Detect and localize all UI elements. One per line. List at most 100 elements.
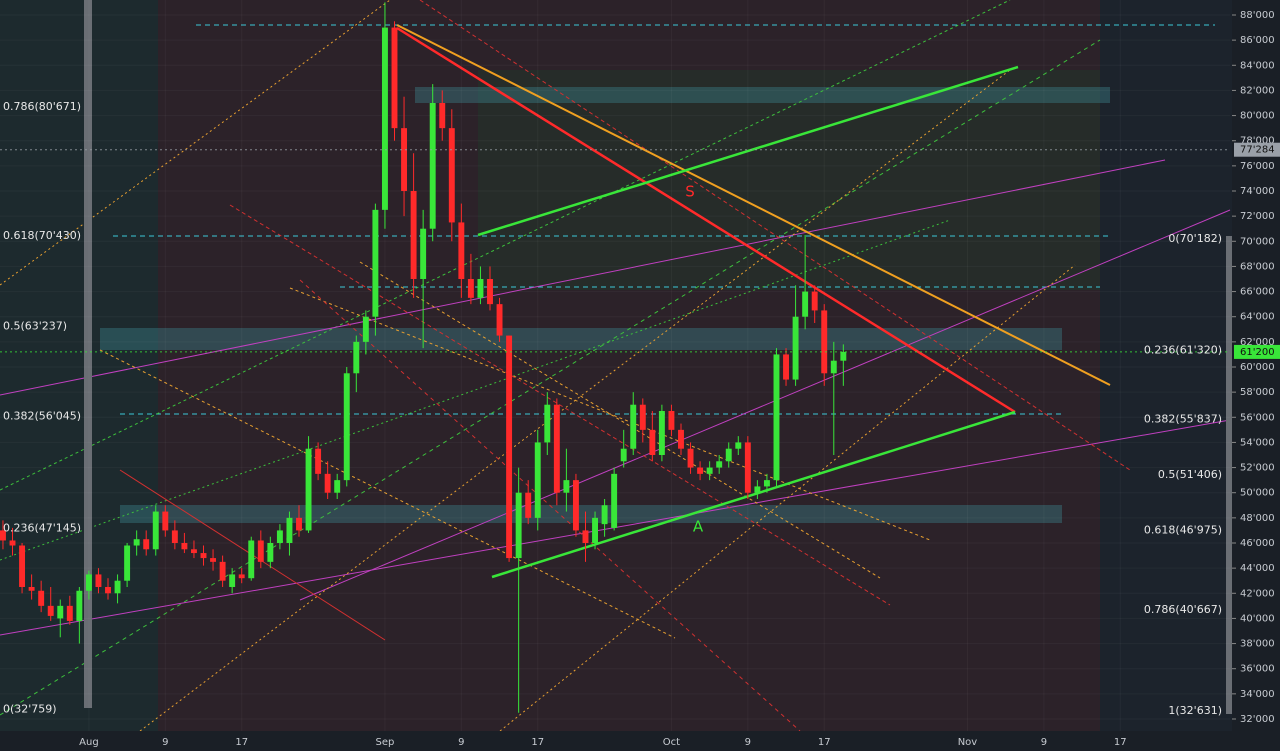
fib-bar (1226, 236, 1232, 714)
candle-body (811, 291, 818, 311)
candle-body (611, 473, 618, 528)
x-tick-label: Aug (79, 737, 99, 748)
labels: S A 32'000 34'000 36'000 38'000 40'000 42'000… (3, 10, 1280, 748)
x-tick-label: 17 (531, 737, 544, 748)
trend-line (396, 24, 1111, 386)
x-axis-area (0, 731, 1232, 751)
y-tick-label: 82'000 (1240, 85, 1275, 96)
candle-body (105, 586, 111, 594)
x-tick-label: 9 (745, 737, 751, 748)
candle-body (582, 530, 589, 543)
y-tick-label: 60'000 (1240, 362, 1275, 373)
y-tick-label: 50'000 (1240, 488, 1275, 499)
y-tick-label: 34'000 (1240, 689, 1275, 700)
candle-body (649, 429, 656, 455)
candle-body (381, 27, 388, 210)
candle-body (496, 304, 503, 336)
candle-body (668, 410, 675, 430)
grid (164, 0, 1045, 731)
candle-body (19, 545, 26, 587)
x-tick-label: 9 (458, 737, 464, 748)
candle-body (639, 404, 646, 430)
fib-label: 1(32'631) (1168, 704, 1222, 717)
x-tick-label: 17 (235, 737, 248, 748)
candle-body (334, 480, 341, 493)
candle-body (525, 492, 532, 518)
fib-label: 0.236(47'145) (3, 522, 81, 535)
candle-body (257, 540, 264, 562)
candle-body (353, 341, 360, 374)
candle-body (506, 335, 513, 559)
candle-body (439, 102, 446, 129)
y-axis-area (1232, 0, 1280, 751)
candle-body (487, 278, 493, 305)
candle-body (821, 310, 828, 374)
candle-body (754, 486, 761, 493)
y-tick-label: 80'000 (1240, 111, 1275, 122)
candle-body (190, 549, 197, 554)
zone (158, 0, 1100, 731)
candle-body (783, 354, 789, 380)
candle-body (229, 574, 236, 587)
candle-body (802, 291, 809, 317)
candle-body (830, 360, 837, 374)
candle-body (592, 517, 599, 543)
candle-body (47, 605, 54, 616)
trend-line (396, 26, 1016, 414)
candle-body (678, 429, 684, 449)
zone (415, 87, 1110, 103)
candle-body (286, 517, 293, 543)
annotation: A (693, 518, 704, 536)
levels (113, 24, 1215, 415)
candle-body (200, 553, 207, 559)
candle-body (687, 448, 694, 468)
candle-body (792, 316, 799, 380)
candle-body (143, 539, 150, 550)
candle-body (315, 448, 322, 474)
channel-line (0, 0, 391, 286)
candle-body (601, 505, 608, 525)
candle-body (248, 540, 255, 579)
candle-body (276, 530, 283, 543)
channel-line (499, 264, 1076, 732)
x-tick-label: 17 (818, 737, 831, 748)
candle-body (95, 574, 102, 587)
candle-body (305, 448, 312, 531)
candle-body (515, 492, 522, 559)
candle-body (467, 278, 474, 298)
plot (0, 2, 1230, 713)
channel-line (299, 279, 801, 732)
candle-body (735, 442, 742, 449)
fib-label: 0.236(61'320) (1144, 343, 1222, 356)
y-tick-label: 78'000 (1240, 136, 1275, 147)
fib-label: 0.382(56'045) (3, 410, 81, 423)
fib-label: 0(32'759) (3, 702, 57, 715)
candle-body (572, 480, 579, 531)
y-tick-label: 46'000 (1240, 538, 1275, 549)
candle-body (152, 511, 159, 550)
channel-line (99, 349, 676, 639)
channel-line (289, 287, 931, 541)
candle-body (410, 190, 417, 279)
y-tick-label: 36'000 (1240, 664, 1275, 675)
candle-body (448, 128, 455, 223)
fib-label: 0(70'182) (1168, 232, 1222, 245)
candle-body (162, 511, 169, 531)
zone (120, 505, 1062, 523)
y-tick-label: 62'000 (1240, 337, 1275, 348)
y-tick-label: 44'000 (1240, 563, 1275, 574)
candle-body (840, 351, 847, 361)
channel-line (299, 209, 1231, 601)
y-tick-label: 68'000 (1240, 261, 1275, 272)
y-tick-label: 38'000 (1240, 639, 1275, 650)
candle-body (658, 410, 665, 455)
y-tick-label: 58'000 (1240, 387, 1275, 398)
candle-body (420, 228, 427, 279)
x-tick-label: 9 (162, 737, 168, 748)
candle-body (57, 605, 64, 619)
x-tick-label: 17 (1114, 737, 1127, 748)
channel-line (229, 204, 891, 606)
price-tag (1234, 344, 1280, 359)
y-tick-label: 52'000 (1240, 463, 1275, 474)
